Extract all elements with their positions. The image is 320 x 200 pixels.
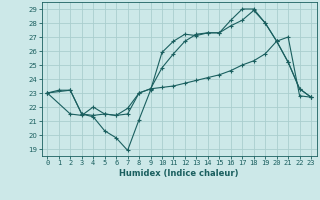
X-axis label: Humidex (Indice chaleur): Humidex (Indice chaleur)	[119, 169, 239, 178]
